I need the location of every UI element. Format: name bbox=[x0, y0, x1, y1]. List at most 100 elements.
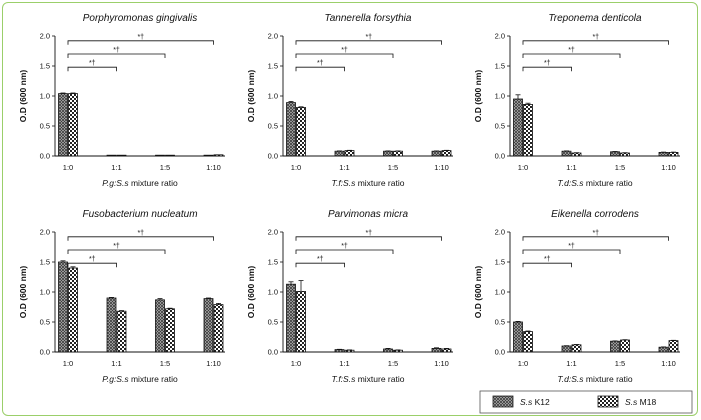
x-axis-label: P.g:S.s mixture ratio bbox=[102, 374, 178, 384]
significance-label: *† bbox=[365, 34, 372, 41]
x-tick-label: 1:5 bbox=[388, 359, 398, 368]
significance-bracket bbox=[522, 236, 669, 241]
bar-m18 bbox=[668, 340, 679, 353]
legend-swatch-m18 bbox=[597, 395, 619, 408]
x-tick-label: 1:10 bbox=[206, 163, 221, 172]
y-axis-label: O.D (600 nm) bbox=[473, 70, 483, 123]
y-tick-label: 1.0 bbox=[495, 288, 505, 297]
bar-m18 bbox=[68, 93, 78, 157]
bar-k12 bbox=[155, 154, 165, 157]
significance-label: *† bbox=[113, 243, 120, 250]
bar-k12 bbox=[610, 151, 620, 157]
x-axis-label-rest: mixture ratio bbox=[129, 374, 178, 384]
bar-k12 bbox=[334, 349, 345, 353]
significance-label: *† bbox=[544, 60, 551, 67]
y-tick-label: 1.5 bbox=[268, 258, 278, 267]
bar-k12 bbox=[58, 261, 68, 353]
y-tick-label: 0.5 bbox=[268, 318, 278, 327]
bar-k12 bbox=[203, 298, 214, 353]
bar-k12 bbox=[513, 98, 523, 157]
y-tick-label: 0.5 bbox=[40, 122, 50, 131]
legend-box bbox=[479, 390, 693, 414]
x-axis-label-rest: mixture ratio bbox=[355, 374, 404, 384]
x-axis-label-rest: mixture ratio bbox=[129, 178, 178, 188]
x-axis-label-italic: P.g:S.s bbox=[102, 178, 129, 188]
bar-k12 bbox=[431, 347, 442, 353]
y-tick-label: 2.0 bbox=[40, 32, 50, 41]
significance-label: *† bbox=[137, 34, 144, 41]
x-axis-label-italic: P.g:S.s bbox=[102, 374, 129, 384]
significance-label: *† bbox=[592, 34, 599, 41]
bar-m18 bbox=[523, 104, 533, 157]
significance-bracket bbox=[67, 236, 214, 241]
bar-k12 bbox=[155, 299, 165, 353]
significance-bracket bbox=[295, 53, 394, 58]
bar-m18 bbox=[116, 310, 127, 353]
x-axis-label-rest: mixture ratio bbox=[355, 178, 404, 188]
y-tick-label: 1.0 bbox=[40, 92, 50, 101]
bar-m18 bbox=[393, 150, 403, 157]
significance-bracket bbox=[67, 249, 166, 254]
bar-m18 bbox=[344, 349, 355, 353]
legend: S.s K12 S.s M18 bbox=[479, 390, 693, 414]
chart-panel-6: Eikenella corrodens O.D (600 nm) 0.0 0.5 1.0… bbox=[473, 209, 680, 384]
y-axis-label: O.D (600 nm) bbox=[246, 70, 256, 123]
x-axis-label: T.d:S.s mixture ratio bbox=[557, 374, 633, 384]
x-tick-label: 1:1 bbox=[566, 163, 576, 172]
bar-m18 bbox=[213, 304, 224, 353]
x-tick-label: 1:0 bbox=[63, 163, 73, 172]
x-tick-label: 1:1 bbox=[111, 163, 121, 172]
x-axis-label-rest: mixture ratio bbox=[584, 178, 633, 188]
x-tick-label: 1:5 bbox=[160, 163, 170, 172]
bar-m18 bbox=[620, 339, 630, 353]
chart-panel-4: Fusobacterium nucleatum O.D (600 nm) 0.0 0.… bbox=[18, 209, 225, 384]
bar-k12 bbox=[658, 346, 669, 353]
x-axis-label-italic: T.f:S.s bbox=[332, 178, 357, 188]
bar-m18 bbox=[165, 154, 175, 157]
x-axis-label: T.f:S.s mixture ratio bbox=[332, 178, 405, 188]
significance-bracket bbox=[522, 249, 621, 254]
x-tick-label: 1:10 bbox=[434, 163, 449, 172]
y-tick-label: 1.5 bbox=[495, 258, 505, 267]
significance-label: *† bbox=[544, 256, 551, 263]
bar-m18 bbox=[344, 150, 355, 157]
bar-m18 bbox=[393, 349, 403, 353]
y-tick-label: 1.5 bbox=[268, 62, 278, 71]
x-tick-label: 1:10 bbox=[661, 359, 676, 368]
bar-m18 bbox=[116, 154, 127, 157]
y-tick-label: 2.0 bbox=[495, 32, 505, 41]
y-tick-label: 0.0 bbox=[40, 348, 50, 357]
significance-bracket bbox=[295, 236, 442, 241]
y-tick-label: 0.0 bbox=[268, 152, 278, 161]
bar-k12 bbox=[203, 154, 214, 157]
bar-m18 bbox=[296, 107, 306, 157]
significance-bracket bbox=[522, 40, 669, 45]
x-tick-label: 1:5 bbox=[388, 163, 398, 172]
y-tick-label: 0.5 bbox=[268, 122, 278, 131]
y-tick-label: 2.0 bbox=[40, 228, 50, 237]
bar-m18 bbox=[213, 154, 224, 157]
bar-m18 bbox=[68, 267, 78, 353]
x-tick-label: 1:0 bbox=[291, 359, 301, 368]
significance-bracket bbox=[295, 262, 345, 268]
bar-m18 bbox=[668, 151, 679, 157]
bar-m18 bbox=[441, 150, 452, 157]
x-axis-label-italic: T.d:S.s bbox=[557, 178, 584, 188]
significance-label: *† bbox=[341, 47, 348, 54]
y-tick-label: 1.0 bbox=[495, 92, 505, 101]
bar-k12 bbox=[58, 93, 68, 157]
bar-k12 bbox=[286, 102, 296, 157]
y-tick-label: 1.5 bbox=[40, 258, 50, 267]
x-tick-label: 1:1 bbox=[339, 163, 349, 172]
bar-k12 bbox=[513, 321, 523, 353]
y-tick-label: 0.0 bbox=[495, 152, 505, 161]
y-tick-label: 1.0 bbox=[268, 92, 278, 101]
bar-k12 bbox=[383, 150, 393, 157]
x-axis-label: T.f:S.s mixture ratio bbox=[332, 374, 405, 384]
significance-label: *† bbox=[317, 256, 324, 263]
significance-bracket bbox=[67, 66, 117, 72]
x-tick-label: 1:10 bbox=[434, 359, 449, 368]
significance-label: *† bbox=[89, 60, 96, 67]
significance-label: *† bbox=[341, 243, 348, 250]
